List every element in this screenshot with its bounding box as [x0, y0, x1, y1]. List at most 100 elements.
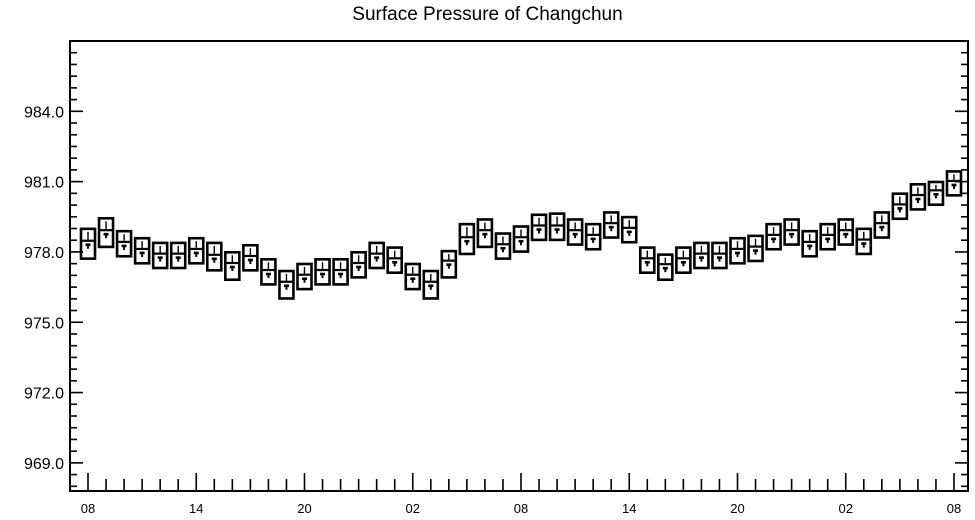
box-glyph	[187, 236, 205, 265]
y-tick-label: 984.0	[24, 104, 64, 121]
box-outline	[620, 215, 638, 244]
box-glyph	[765, 222, 782, 251]
box-outline	[151, 241, 169, 270]
box-outline	[458, 222, 476, 256]
box-outline	[675, 246, 692, 274]
box-glyph	[891, 192, 909, 221]
box-outline	[909, 183, 927, 211]
box-glyph	[783, 218, 800, 246]
box-outline	[368, 241, 385, 270]
x-axis: 08 14 20 02 08 14 20 02 08	[81, 473, 961, 516]
box-glyph	[873, 211, 891, 239]
box-outline	[476, 218, 494, 249]
x-tick-label: 02	[406, 501, 420, 516]
x-tick-label: 08	[81, 501, 95, 516]
box-series	[79, 170, 963, 300]
box-outline	[115, 229, 133, 258]
box-outline	[422, 269, 440, 300]
box-outline	[314, 258, 331, 286]
y-tick-label: 978.0	[24, 245, 64, 262]
chart-title: Surface Pressure of Changchun	[352, 4, 623, 25]
box-glyph	[729, 236, 746, 265]
box-outline	[548, 212, 566, 242]
box-outline	[747, 234, 764, 263]
x-tick-label: 20	[730, 501, 744, 516]
box-glyph	[693, 241, 710, 270]
box-outline	[440, 249, 458, 279]
box-glyph	[224, 250, 241, 282]
box-glyph	[205, 241, 223, 272]
box-glyph	[855, 227, 873, 256]
box-glyph	[169, 241, 187, 270]
plot-frame	[69, 40, 969, 492]
box-glyph	[602, 211, 620, 239]
box-outline	[801, 229, 818, 258]
y-tick-label: 981.0	[24, 175, 64, 192]
box-outline	[79, 227, 97, 260]
box-glyph	[620, 215, 638, 244]
box-outline	[97, 216, 115, 249]
box-glyph	[278, 269, 295, 300]
box-outline	[891, 192, 909, 221]
box-glyph	[530, 213, 548, 242]
x-tick-label: 08	[514, 501, 528, 516]
box-outline	[530, 213, 548, 242]
box-glyph	[945, 170, 963, 197]
box-glyph	[422, 269, 440, 300]
box-outline	[638, 246, 656, 274]
box-glyph	[512, 225, 530, 253]
box-glyph	[747, 234, 764, 263]
box-outline	[278, 269, 295, 300]
box-glyph	[242, 243, 259, 272]
x-tick-label: 14	[622, 501, 636, 516]
box-outline	[945, 170, 963, 197]
box-outline	[242, 243, 259, 272]
box-outline	[819, 222, 837, 251]
box-glyph	[79, 227, 97, 260]
box-glyph	[404, 262, 422, 291]
box-glyph	[476, 218, 494, 249]
box-outline	[657, 253, 674, 282]
box-outline	[873, 211, 891, 239]
box-glyph	[927, 180, 945, 207]
box-glyph	[368, 241, 385, 270]
box-outline	[296, 262, 313, 291]
box-glyph	[386, 246, 404, 274]
box-outline	[693, 241, 710, 270]
box-outline	[566, 218, 584, 246]
box-outline	[260, 258, 277, 286]
x-tick-label: 20	[297, 501, 311, 516]
x-tick-label: 02	[839, 501, 853, 516]
box-glyph	[133, 236, 151, 265]
box-outline	[187, 236, 205, 265]
box-outline	[837, 218, 855, 246]
box-glyph	[440, 249, 458, 279]
x-tick-label: 08	[947, 501, 961, 516]
box-outline	[205, 241, 223, 272]
box-glyph	[151, 241, 169, 270]
box-glyph	[675, 246, 692, 274]
box-glyph	[494, 232, 512, 260]
box-outline	[404, 262, 422, 291]
box-glyph	[115, 229, 133, 258]
y-axis: 969.0 972.0 975.0 978.0 981.0 984.0	[24, 40, 968, 488]
box-glyph	[548, 212, 566, 242]
box-glyph	[819, 222, 837, 251]
box-glyph	[711, 241, 728, 270]
box-outline	[584, 222, 602, 251]
box-outline	[133, 236, 151, 265]
box-outline	[224, 250, 241, 282]
box-outline	[711, 241, 728, 270]
box-outline	[169, 241, 187, 270]
box-glyph	[909, 183, 927, 211]
box-glyph	[566, 218, 584, 246]
box-outline	[512, 225, 530, 253]
box-outline	[350, 250, 367, 279]
box-glyph	[458, 222, 476, 256]
box-outline	[386, 246, 404, 274]
box-glyph	[350, 250, 367, 279]
box-glyph	[296, 262, 313, 291]
box-outline	[602, 211, 620, 239]
y-tick-label: 975.0	[24, 315, 64, 332]
box-outline	[332, 258, 349, 286]
